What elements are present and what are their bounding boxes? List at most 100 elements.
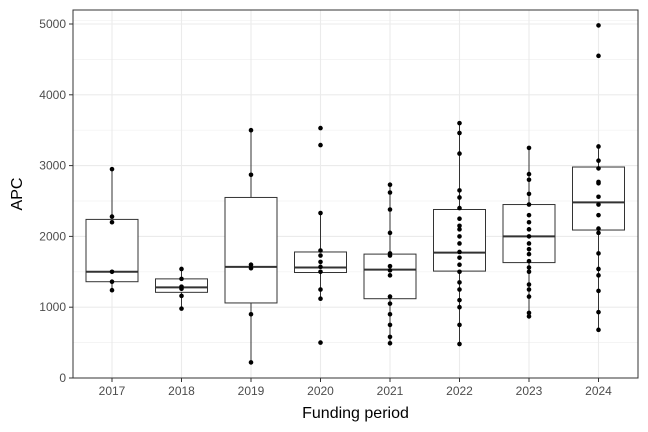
data-point-2018 [179,284,184,289]
data-point-2021 [387,251,393,256]
data-point-2017 [109,214,115,219]
data-point-2024 [596,179,601,185]
data-point-2020 [318,287,323,292]
data-point-2024 [596,327,601,333]
data-point-2022 [457,130,462,136]
data-point-2021 [387,230,393,236]
data-point-2022 [457,223,462,229]
data-point-2024 [596,273,601,278]
data-point-2022 [457,227,462,232]
x-tick-label: 2024 [585,384,612,398]
data-point-2022 [457,216,462,221]
data-point-2020 [318,210,323,216]
grid-minor [73,20,638,343]
data-point-2023 [526,191,532,197]
data-point-2022 [457,341,462,347]
data-point-2023 [526,294,532,299]
data-point-2022 [457,249,462,255]
data-point-2023 [526,212,532,218]
data-point-2021 [387,334,393,340]
data-point-2019 [248,127,254,133]
x-tick-label: 2020 [307,384,334,398]
data-point-2023 [526,202,532,207]
panel-background [73,10,638,378]
data-point-2017 [109,269,115,275]
data-point-2022 [457,287,462,292]
x-tick-label: 2023 [516,384,543,398]
data-point-2022 [457,241,462,246]
x-axis-title: Funding period [302,405,409,422]
data-point-2021 [387,263,393,269]
data-point-2021 [387,341,393,346]
data-point-2023 [526,145,532,151]
y-tick-label: 2000 [39,229,66,243]
data-point-2023 [526,314,532,319]
data-point-2020 [318,264,323,270]
data-point-2019 [248,311,254,317]
box-iqr [224,196,278,304]
data-point-2024 [596,144,601,149]
x-tick-label: 2021 [377,384,404,398]
data-point-2023 [526,219,532,225]
y-tick-label: 0 [59,371,66,385]
data-point-2020 [318,142,323,148]
data-point-2023 [526,287,532,292]
data-point-2017 [109,287,115,293]
y-axis-title: APC [9,178,26,211]
data-point-2024 [596,309,601,315]
y-tick-label: 5000 [39,17,66,31]
data-point-2022 [457,151,462,156]
data-point-2023 [526,258,532,264]
x-tick-label: 2018 [168,384,195,398]
data-point-2023 [526,269,532,275]
x-tick-label: 2022 [446,384,473,398]
data-point-2022 [457,297,462,303]
data-point-2023 [526,234,532,239]
data-point-2021 [387,273,393,278]
x-tick-label: 2017 [99,384,126,398]
data-point-2020 [318,340,323,345]
data-point-2023 [526,241,532,246]
y-tick-label: 4000 [39,88,66,102]
axis-ticks [69,23,599,382]
data-point-2021 [387,207,393,212]
data-point-2018 [179,293,184,299]
data-point-2022 [457,195,462,200]
data-point-2022 [457,205,462,211]
data-point-2022 [457,234,462,239]
panel-border [72,9,639,379]
data-point-2020 [318,269,323,275]
data-point-2022 [457,322,462,328]
data-point-2019 [248,360,254,365]
data-point-2019 [248,262,254,268]
data-point-2017 [109,279,115,285]
data-point-2022 [457,255,462,260]
data-point-2022 [457,188,462,193]
data-point-2021 [387,322,393,328]
data-point-2022 [457,280,462,285]
data-point-2019 [248,265,254,271]
x-tick-labels: 2017 2018 2019 2020 2021 2022 2023 2024 [99,384,613,398]
data-point-2024 [596,288,601,294]
data-point-2023 [526,265,532,270]
data-point-2022 [457,269,462,275]
data-point-2019 [248,172,254,178]
data-point-2023 [526,310,532,316]
data-point-2021 [387,268,393,273]
data-point-2020 [318,259,323,265]
data-point-2024 [596,212,601,218]
data-point-2021 [387,311,393,317]
data-point-2021 [387,301,393,306]
data-point-2023 [526,282,532,287]
data-point-2018 [179,306,184,311]
y-tick-labels: 0 1000 2000 3000 4000 5000 [39,17,66,385]
data-point-2022 [457,262,462,268]
data-point-2024 [596,230,601,236]
data-point-2024 [596,266,601,272]
data-point-2020 [318,248,323,253]
data-point-2018 [179,266,184,272]
data-point-2018 [179,276,184,282]
data-point-2024 [596,166,601,171]
data-point-2024 [596,251,601,256]
data-point-2023 [526,246,532,252]
